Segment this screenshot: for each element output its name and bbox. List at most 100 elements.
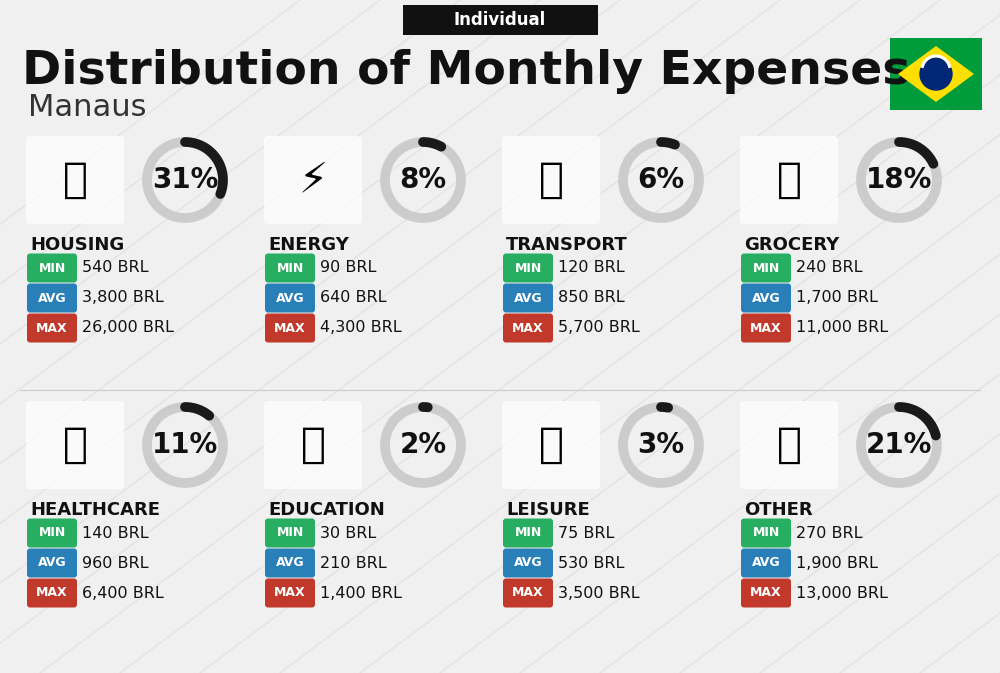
Text: AVG: AVG xyxy=(514,291,542,304)
Text: ENERGY: ENERGY xyxy=(268,236,349,254)
FancyBboxPatch shape xyxy=(264,136,362,224)
FancyBboxPatch shape xyxy=(503,548,553,577)
Text: 💰: 💰 xyxy=(776,424,802,466)
Polygon shape xyxy=(898,46,974,102)
FancyBboxPatch shape xyxy=(265,579,315,608)
Text: TRANSPORT: TRANSPORT xyxy=(506,236,628,254)
Text: 1,700 BRL: 1,700 BRL xyxy=(796,291,878,306)
Text: 🏥: 🏥 xyxy=(62,424,88,466)
Text: 6%: 6% xyxy=(637,166,685,194)
Text: 11,000 BRL: 11,000 BRL xyxy=(796,320,888,336)
Text: MAX: MAX xyxy=(512,322,544,334)
Text: MIN: MIN xyxy=(276,526,304,540)
Text: GROCERY: GROCERY xyxy=(744,236,839,254)
FancyBboxPatch shape xyxy=(741,579,791,608)
Text: MAX: MAX xyxy=(512,586,544,600)
Text: MIN: MIN xyxy=(752,526,780,540)
Text: EDUCATION: EDUCATION xyxy=(268,501,385,519)
Text: MIN: MIN xyxy=(38,526,66,540)
FancyBboxPatch shape xyxy=(741,518,791,548)
Text: MIN: MIN xyxy=(514,526,542,540)
FancyBboxPatch shape xyxy=(27,548,77,577)
Circle shape xyxy=(920,58,952,90)
Text: AVG: AVG xyxy=(276,557,304,569)
Text: 21%: 21% xyxy=(866,431,932,459)
FancyBboxPatch shape xyxy=(27,518,77,548)
FancyBboxPatch shape xyxy=(890,38,982,110)
Text: Individual: Individual xyxy=(454,11,546,29)
Text: 6,400 BRL: 6,400 BRL xyxy=(82,586,164,600)
Text: 🚌: 🚌 xyxy=(538,159,564,201)
FancyBboxPatch shape xyxy=(741,314,791,343)
FancyBboxPatch shape xyxy=(265,518,315,548)
Text: 1,400 BRL: 1,400 BRL xyxy=(320,586,402,600)
Text: 8%: 8% xyxy=(399,166,447,194)
FancyBboxPatch shape xyxy=(503,283,553,312)
Text: 🛒: 🛒 xyxy=(776,159,802,201)
FancyBboxPatch shape xyxy=(503,254,553,283)
FancyBboxPatch shape xyxy=(26,136,124,224)
Text: 90 BRL: 90 BRL xyxy=(320,260,376,275)
Text: 18%: 18% xyxy=(866,166,932,194)
Text: AVG: AVG xyxy=(752,557,780,569)
FancyBboxPatch shape xyxy=(503,314,553,343)
Text: 3%: 3% xyxy=(637,431,685,459)
Text: 🎓: 🎓 xyxy=(300,424,326,466)
Text: AVG: AVG xyxy=(38,291,66,304)
FancyBboxPatch shape xyxy=(740,136,838,224)
Text: MIN: MIN xyxy=(514,262,542,275)
FancyBboxPatch shape xyxy=(27,579,77,608)
FancyBboxPatch shape xyxy=(741,548,791,577)
FancyBboxPatch shape xyxy=(264,401,362,489)
Text: 13,000 BRL: 13,000 BRL xyxy=(796,586,888,600)
FancyBboxPatch shape xyxy=(402,5,598,35)
Text: HOUSING: HOUSING xyxy=(30,236,124,254)
Text: LEISURE: LEISURE xyxy=(506,501,590,519)
Text: 5,700 BRL: 5,700 BRL xyxy=(558,320,640,336)
Text: 240 BRL: 240 BRL xyxy=(796,260,862,275)
FancyBboxPatch shape xyxy=(27,254,77,283)
Text: MIN: MIN xyxy=(752,262,780,275)
Text: 11%: 11% xyxy=(152,431,218,459)
Text: 960 BRL: 960 BRL xyxy=(82,555,148,571)
Text: MAX: MAX xyxy=(36,322,68,334)
FancyBboxPatch shape xyxy=(741,254,791,283)
FancyBboxPatch shape xyxy=(27,314,77,343)
FancyBboxPatch shape xyxy=(502,136,600,224)
FancyBboxPatch shape xyxy=(265,314,315,343)
FancyBboxPatch shape xyxy=(26,401,124,489)
FancyBboxPatch shape xyxy=(265,283,315,312)
Text: MIN: MIN xyxy=(38,262,66,275)
Text: AVG: AVG xyxy=(38,557,66,569)
Text: MAX: MAX xyxy=(274,322,306,334)
FancyBboxPatch shape xyxy=(502,401,600,489)
Text: AVG: AVG xyxy=(276,291,304,304)
Text: 2%: 2% xyxy=(399,431,447,459)
Text: MAX: MAX xyxy=(750,586,782,600)
Text: Distribution of Monthly Expenses: Distribution of Monthly Expenses xyxy=(22,50,910,94)
Text: 270 BRL: 270 BRL xyxy=(796,526,862,540)
Text: 1,900 BRL: 1,900 BRL xyxy=(796,555,878,571)
Text: 120 BRL: 120 BRL xyxy=(558,260,625,275)
Text: Manaus: Manaus xyxy=(28,94,146,122)
Text: 140 BRL: 140 BRL xyxy=(82,526,149,540)
Text: 75 BRL: 75 BRL xyxy=(558,526,614,540)
Text: 530 BRL: 530 BRL xyxy=(558,555,624,571)
Text: 4,300 BRL: 4,300 BRL xyxy=(320,320,402,336)
Text: AVG: AVG xyxy=(514,557,542,569)
FancyBboxPatch shape xyxy=(27,283,77,312)
Text: AVG: AVG xyxy=(752,291,780,304)
Text: ⚡: ⚡ xyxy=(298,159,328,201)
FancyBboxPatch shape xyxy=(503,579,553,608)
Text: MIN: MIN xyxy=(276,262,304,275)
Text: 26,000 BRL: 26,000 BRL xyxy=(82,320,174,336)
Text: 🏢: 🏢 xyxy=(62,159,88,201)
Text: 3,500 BRL: 3,500 BRL xyxy=(558,586,640,600)
Text: 31%: 31% xyxy=(152,166,218,194)
Text: 210 BRL: 210 BRL xyxy=(320,555,387,571)
FancyBboxPatch shape xyxy=(741,283,791,312)
FancyBboxPatch shape xyxy=(503,518,553,548)
FancyBboxPatch shape xyxy=(740,401,838,489)
Text: 540 BRL: 540 BRL xyxy=(82,260,148,275)
Text: OTHER: OTHER xyxy=(744,501,813,519)
